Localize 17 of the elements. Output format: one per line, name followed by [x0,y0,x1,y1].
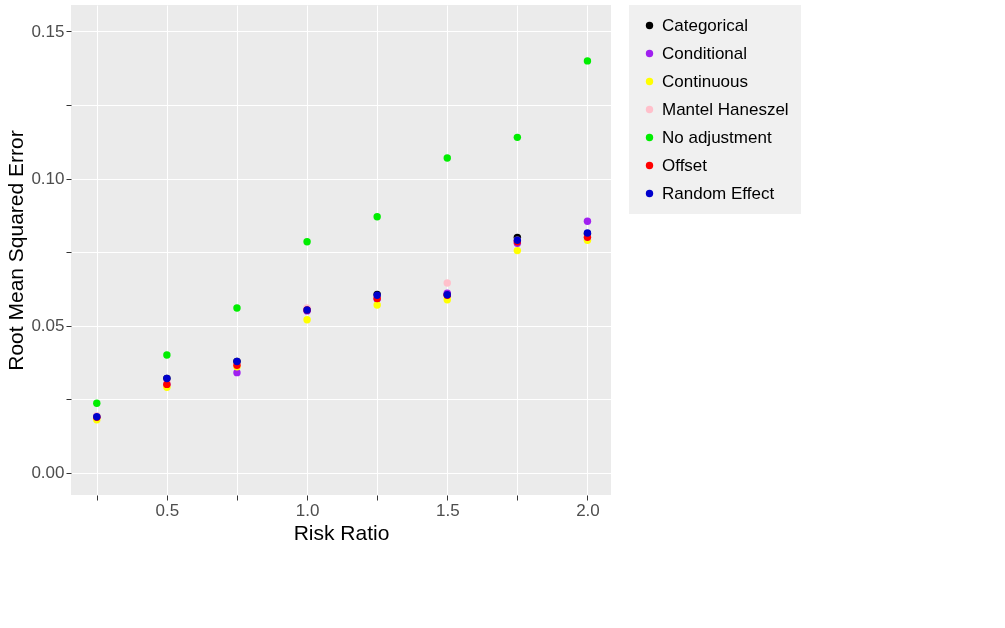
legend-label: No adjustment [662,127,772,147]
y-tick-label: 0.10 [31,169,65,189]
y-tick-label: 0.00 [31,463,65,483]
legend-label: Categorical [662,15,748,35]
x-tick-label: 1.5 [435,500,460,520]
x-tick-label: 2.0 [576,500,600,520]
y-axis-title: Root Mean Squared Error [4,130,28,371]
legend-label: Random Effect [662,183,775,203]
legend-label: Conditional [662,43,748,63]
y-tick-label: 0.05 [31,316,65,336]
legend-label: Continuous [662,71,749,91]
legend-label: Offset [662,155,708,175]
x-tick-label: 1.0 [295,500,320,520]
x-axis-title: Risk Ratio [293,520,390,544]
x-tick-label: 0.5 [155,500,180,520]
legend-label: Mantel Haneszel [662,99,789,119]
y-tick-label: 0.15 [31,21,65,41]
